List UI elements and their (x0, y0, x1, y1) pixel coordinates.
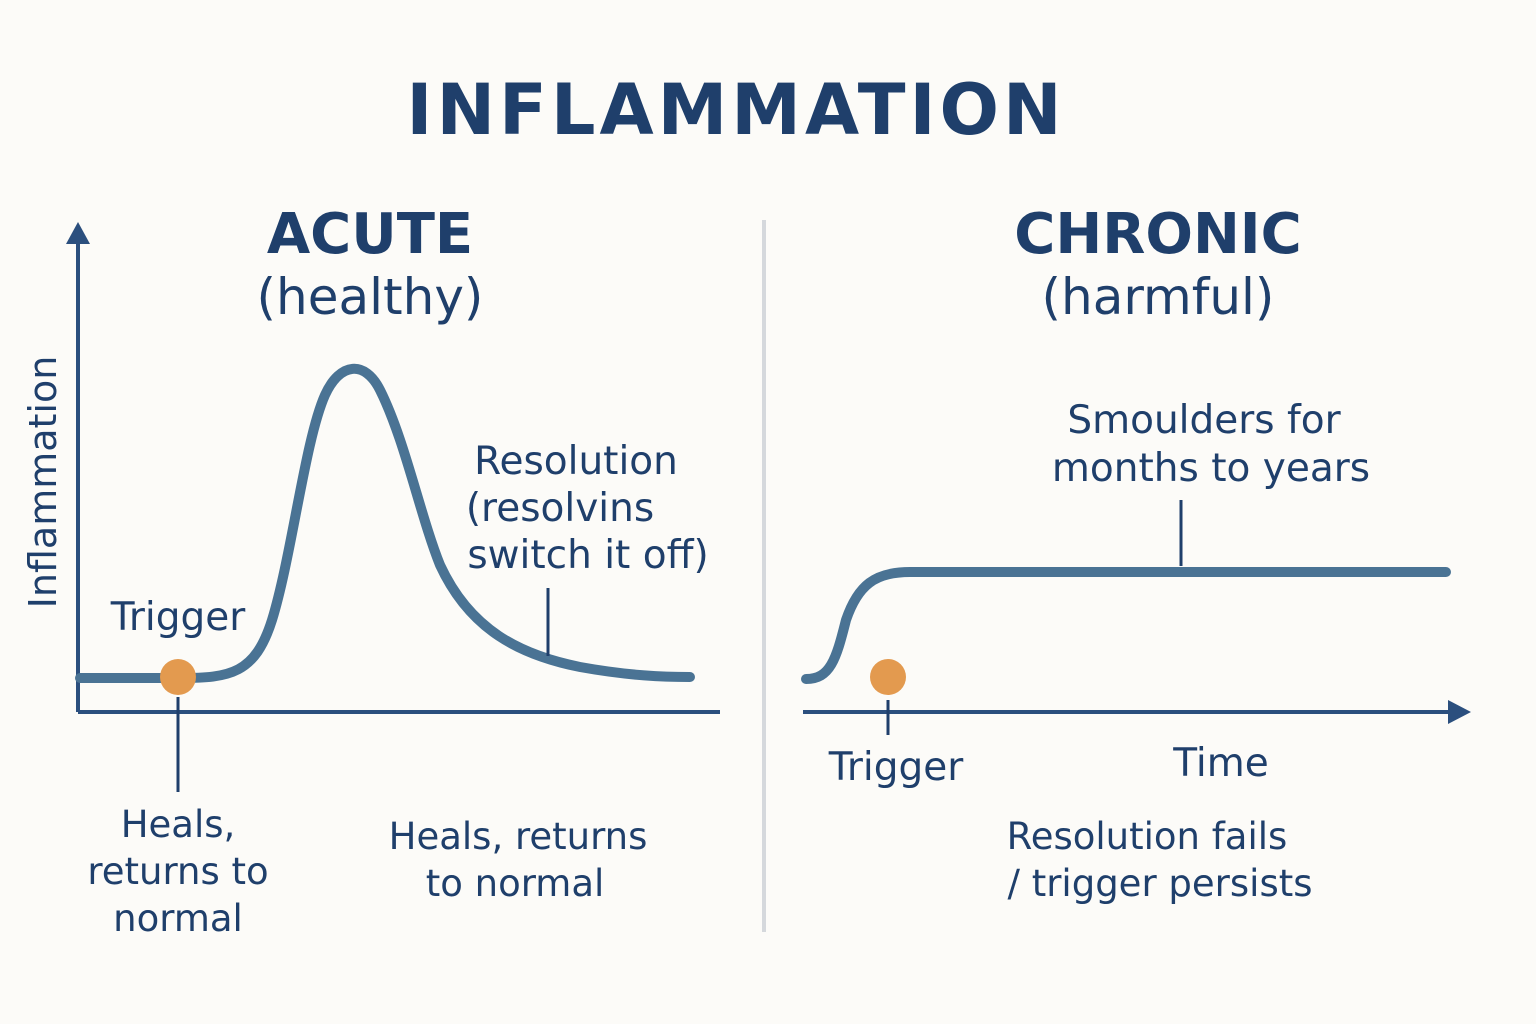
chronic-panel: CHRONIC (harmful) Smoulders for months t… (801, 202, 1471, 905)
acute-subheading: (healthy) (257, 268, 484, 326)
main-title: INFLAMMATION (406, 69, 1065, 151)
acute-below-trigger-line-3: normal (113, 897, 243, 940)
acute-resolution-line-3: switch it off) (467, 533, 708, 578)
chronic-bottom-line-2: / trigger persists (1007, 862, 1312, 905)
acute-inflammation-curve (75, 363, 695, 683)
chronic-plateau-line-2: months to years (1052, 446, 1370, 491)
acute-bottom-line-2: to normal (426, 862, 605, 905)
chronic-inflammation-curve (801, 567, 1451, 684)
acute-y-axis-arrow (66, 222, 90, 244)
chronic-x-axis-arrow (1448, 700, 1471, 724)
chronic-heading: CHRONIC (1014, 202, 1302, 267)
chronic-x-axis-label: Time (1172, 741, 1268, 786)
chronic-plateau-line-1: Smoulders for (1067, 398, 1341, 443)
chronic-trigger-label: Trigger (828, 745, 964, 790)
chronic-trigger-dot (870, 659, 906, 695)
acute-below-trigger-line-1: Heals, (121, 803, 236, 846)
acute-y-axis-label: Inflammation (21, 356, 65, 609)
acute-bottom-line-1: Heals, returns (389, 815, 648, 858)
acute-below-trigger-line-2: returns to (87, 850, 268, 893)
acute-panel: ACUTE (healthy) Inflammation Trigger Res… (21, 202, 720, 940)
acute-heading: ACUTE (267, 202, 473, 267)
acute-resolution-line-2: (resolvins (466, 486, 654, 531)
chronic-subheading: (harmful) (1042, 268, 1275, 326)
acute-resolution-line-1: Resolution (474, 439, 678, 484)
acute-trigger-label: Trigger (110, 595, 246, 640)
acute-trigger-dot (160, 659, 196, 695)
chronic-bottom-line-1: Resolution fails (1007, 815, 1288, 858)
